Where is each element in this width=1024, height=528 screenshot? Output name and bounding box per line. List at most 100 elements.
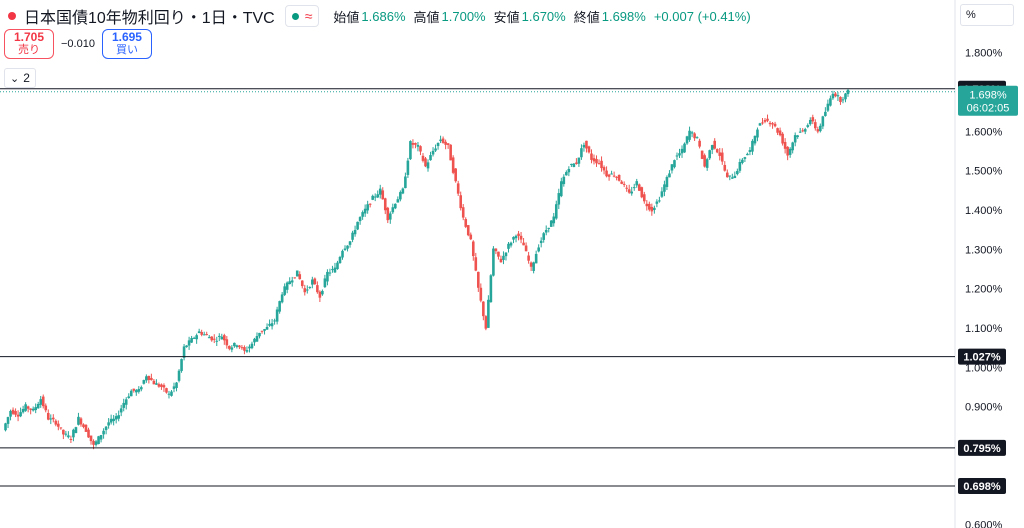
candle-body [300,280,304,287]
candle-body [248,346,251,349]
current-price-label: 1.698% [969,90,1007,102]
candle-body [683,143,686,153]
candle-body [49,418,53,420]
y-tick-label: 0.600% [965,520,1003,528]
candle-body [680,148,684,154]
candle-body [275,309,279,322]
horizontal-line-price-label: 0.795% [963,443,1001,455]
candle-body [637,184,641,191]
candle-body [62,429,65,435]
candle-body [24,404,27,411]
market-status-icon [8,12,16,20]
candle-body [336,262,339,270]
symbol-title[interactable]: 日本国債10年物利回り・1日・TVC [24,10,275,27]
candle-body [192,337,196,339]
candle-body [351,232,354,240]
indicator-badge[interactable]: ≈ [284,5,320,27]
candle-body [200,332,203,335]
candle-body [512,236,515,240]
y-tick-label: 1.500% [965,166,1003,178]
candle-body [557,193,561,205]
candle-body [341,250,344,258]
candle-body [665,177,669,187]
candle-body [544,229,548,233]
candle-body [731,177,734,179]
candle-body [67,435,70,438]
candle-body [129,390,133,397]
y-tick-label: 1.100% [965,323,1003,335]
candle-body [788,148,792,155]
candle-body [16,414,20,417]
sell-button[interactable]: 1.705 売り [4,29,54,59]
candle-body [258,332,261,337]
candle-body [751,140,754,152]
candle-body [406,160,410,175]
candle-body [290,280,294,283]
candle-body [484,316,488,329]
candle-body [585,140,588,149]
candle-body [117,415,120,419]
candle-body [14,411,17,415]
candle-body [288,281,291,285]
candle-body [77,416,80,425]
candle-body [444,141,447,145]
candle-body [328,272,332,274]
candle-body [758,123,762,126]
horizontal-line-price-tag [958,439,1006,456]
candle-body [746,153,749,156]
candle-body [570,163,573,165]
candle-body [756,129,759,138]
axis-unit-button[interactable]: % [960,4,1014,26]
candle-body [182,346,186,358]
sell-price: 1.705 [13,30,45,44]
candle-body [705,159,709,168]
candle-body [220,336,224,340]
spread-value: −0.010 [61,38,95,50]
candle-body [381,190,385,200]
candle-body [489,275,493,303]
candle-body [587,146,591,153]
candle-body [728,175,732,177]
candle-body [421,155,425,161]
candle-body [94,441,98,445]
candle-body [180,359,183,371]
candle-body [612,175,616,177]
candle-body [829,98,832,106]
candle-body [177,370,181,381]
horizontal-line-price-label: 1.027% [963,352,1001,364]
candle-body [396,199,400,203]
candle-body [748,150,752,152]
candle-body [321,290,324,295]
candle-body [668,173,671,178]
candle-body [195,335,198,340]
candle-body [391,207,395,213]
candle-body [753,135,757,144]
candle-body [534,253,538,264]
candle-body [57,423,60,427]
candle-body [280,294,284,303]
buy-button[interactable]: 1.695 買い [101,29,152,59]
candle-body [127,396,131,398]
candle-body [215,340,219,342]
candle-body [87,429,90,438]
candle-body [645,203,649,207]
candle-body [595,159,598,164]
candle-body [582,144,586,148]
candle-body [371,195,374,200]
candle-body [207,337,211,339]
candle-body [487,299,490,328]
candle-body [494,248,498,252]
candle-body [803,129,807,132]
candle-body [710,145,714,150]
candle-body [839,96,842,103]
candle-body [51,417,55,420]
candle-body [607,174,611,177]
indicators-toggle[interactable]: ⌄ 2 [4,68,36,88]
candle-body [836,95,840,97]
low-label: 安値 [493,9,520,25]
candle-body [36,403,40,409]
candle-body [597,163,601,165]
candle-body [700,150,704,159]
